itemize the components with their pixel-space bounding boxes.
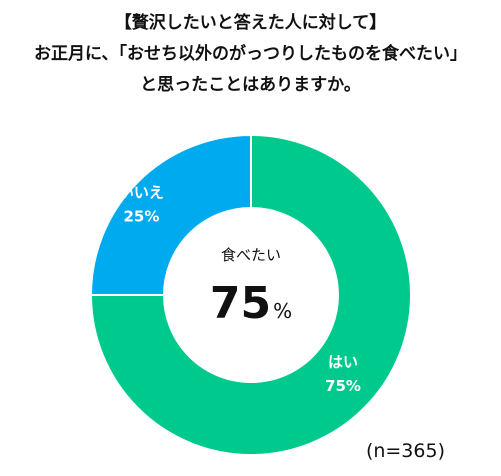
slice-label-0: はい	[328, 353, 358, 371]
chart-title: 【贅沢したいと答えた人に対して】 お正月に、「おせち以外のがっつりしたものを食べ…	[0, 8, 501, 101]
slice-value-label-1: 25%	[123, 207, 159, 225]
center-caption: 食べたい	[221, 246, 281, 264]
sample-size: (n=365)	[365, 440, 445, 462]
chart-title-line-1: 【贅沢したいと答えた人に対して】	[114, 13, 387, 33]
donut-slices	[89, 133, 412, 456]
chart-title-line-3: と思ったことはありますか。	[140, 75, 361, 95]
slice-value-label-0: 75%	[325, 377, 361, 395]
slice-1	[89, 133, 252, 296]
donut-center: 食べたい 75%	[210, 246, 292, 329]
slice-0	[89, 133, 412, 456]
chart-title-line-2: お正月に、「おせち以外のがっつりしたものを食べたい」	[34, 44, 467, 64]
center-value-unit: %	[273, 299, 292, 323]
center-value: 75%	[210, 278, 292, 329]
center-value-number: 75	[210, 278, 271, 329]
slice-label-1: いいえ	[119, 183, 164, 201]
slice-labels: はい 75% いいえ 25%	[119, 183, 361, 395]
